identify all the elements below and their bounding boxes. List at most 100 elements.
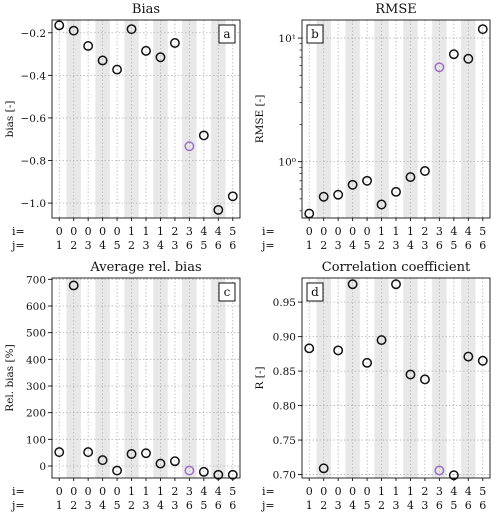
x-tick-label-i: 5 — [479, 225, 486, 238]
y-tick-label: 0 — [39, 461, 46, 473]
data-point — [391, 186, 401, 197]
x-tick-label-i: 3 — [436, 485, 443, 498]
data-point — [448, 49, 459, 60]
x-tick-label-i: 0 — [85, 225, 92, 238]
data-point — [112, 64, 123, 75]
data-point — [112, 465, 123, 476]
x-tick-label-j: 3 — [393, 239, 400, 252]
y-axis-label: RMSE [-] — [254, 95, 266, 144]
x-tick-label-j: 2 — [70, 499, 77, 512]
x-tick-label-i: 1 — [143, 225, 150, 238]
x-tick-label-i: 1 — [143, 485, 150, 498]
x-tick-label-j: 6 — [436, 499, 443, 512]
x-tick-label-j: 2 — [320, 239, 327, 252]
x-tick-label-j: 1 — [306, 239, 313, 252]
x-tick-label-j: 3 — [393, 499, 400, 512]
data-point — [83, 41, 94, 51]
x-tick-label-i: 1 — [157, 225, 164, 238]
x-tick-label-j: 6 — [229, 499, 236, 512]
x-tick-label-j: 6 — [465, 239, 472, 252]
band — [153, 278, 168, 478]
data-point — [419, 166, 430, 176]
y-tick-label: 0.80 — [273, 401, 296, 413]
x-tick-label-i: 0 — [56, 225, 63, 238]
data-point — [213, 469, 224, 480]
x-tick-label-i: 4 — [465, 225, 472, 238]
chart-title: Correlation coefficient — [322, 260, 471, 275]
y-tick-label: −0.8 — [21, 156, 47, 168]
panel-label-box — [306, 282, 324, 302]
panel-label: b — [311, 27, 319, 41]
x-tick-label-j: 3 — [143, 499, 150, 512]
x-tick-label-i: 1 — [128, 485, 135, 498]
data-point-highlight — [434, 62, 445, 73]
data-point — [347, 179, 358, 190]
x-tick-label-j: 6 — [436, 239, 443, 252]
x-tick-label-j: 3 — [85, 499, 92, 512]
x-tick-label-i: 1 — [407, 485, 414, 498]
y-axis-label: R [-] — [254, 367, 266, 390]
data-point-highlight — [184, 141, 195, 152]
data-point — [318, 191, 329, 202]
chart-panel-d: 0.700.750.800.850.900.95i=j=010203040512… — [254, 260, 491, 512]
y-tick-label: 600 — [26, 301, 46, 313]
data-point — [68, 280, 79, 291]
data-point — [362, 357, 373, 368]
data-point — [227, 191, 238, 202]
y-tick-label: 0.95 — [273, 297, 296, 309]
x-tick-label-i: 0 — [99, 485, 106, 498]
data-point — [141, 45, 151, 56]
x-tick-label-j: 5 — [114, 239, 121, 252]
band — [345, 278, 360, 478]
panel-label: c — [224, 285, 231, 299]
x-tick-label-j: 6 — [215, 499, 222, 512]
x-tick-label-j: 2 — [378, 239, 385, 252]
data-point — [126, 449, 137, 459]
data-point — [68, 25, 79, 36]
data-point-highlight — [434, 465, 445, 476]
band — [461, 278, 476, 478]
x-tick-label-i: 1 — [157, 485, 164, 498]
x-tick-label-i: 1 — [128, 225, 135, 238]
y-tick-label: −0.6 — [21, 113, 47, 125]
panel-label: d — [311, 285, 319, 299]
x-tick-label-j: 3 — [171, 499, 178, 512]
y-tick-label: 10⁰ — [278, 157, 296, 169]
data-point — [83, 447, 94, 458]
band — [432, 278, 447, 478]
row-label-i: i= — [12, 485, 25, 498]
x-tick-label-j: 6 — [186, 499, 193, 512]
data-point — [155, 458, 166, 469]
row-label-j: j= — [10, 239, 25, 252]
panel-label: a — [223, 27, 230, 41]
x-tick-label-j: 5 — [450, 499, 457, 512]
data-point — [155, 52, 166, 63]
x-tick-label-i: 0 — [349, 485, 356, 498]
x-tick-label-j: 4 — [99, 499, 106, 512]
x-tick-label-j: 6 — [186, 239, 193, 252]
x-tick-label-i: 0 — [99, 225, 106, 238]
band — [403, 278, 418, 478]
x-tick-label-i: 0 — [364, 485, 371, 498]
chart-panel-b: 10⁰10¹i=j=01020304051213142336454656RMSE… — [254, 2, 491, 252]
x-tick-label-j: 4 — [407, 499, 414, 512]
x-tick-label-i: 1 — [407, 225, 414, 238]
data-point — [463, 53, 474, 64]
band — [374, 278, 389, 478]
x-tick-label-i: 0 — [114, 485, 121, 498]
x-tick-label-j: 5 — [364, 239, 371, 252]
band — [316, 278, 331, 478]
y-tick-label: 0.85 — [273, 366, 296, 378]
x-tick-label-j: 6 — [215, 239, 222, 252]
x-tick-label-i: 4 — [450, 485, 457, 498]
y-tick-label: 200 — [26, 408, 46, 420]
x-tick-label-i: 1 — [378, 225, 385, 238]
x-tick-label-j: 1 — [306, 499, 313, 512]
x-tick-label-i: 0 — [306, 485, 313, 498]
x-tick-label-i: 2 — [171, 485, 178, 498]
y-tick-label: 0.90 — [273, 332, 296, 344]
x-tick-label-i: 3 — [186, 225, 193, 238]
x-tick-label-i: 0 — [320, 485, 327, 498]
x-tick-label-i: 0 — [70, 485, 77, 498]
